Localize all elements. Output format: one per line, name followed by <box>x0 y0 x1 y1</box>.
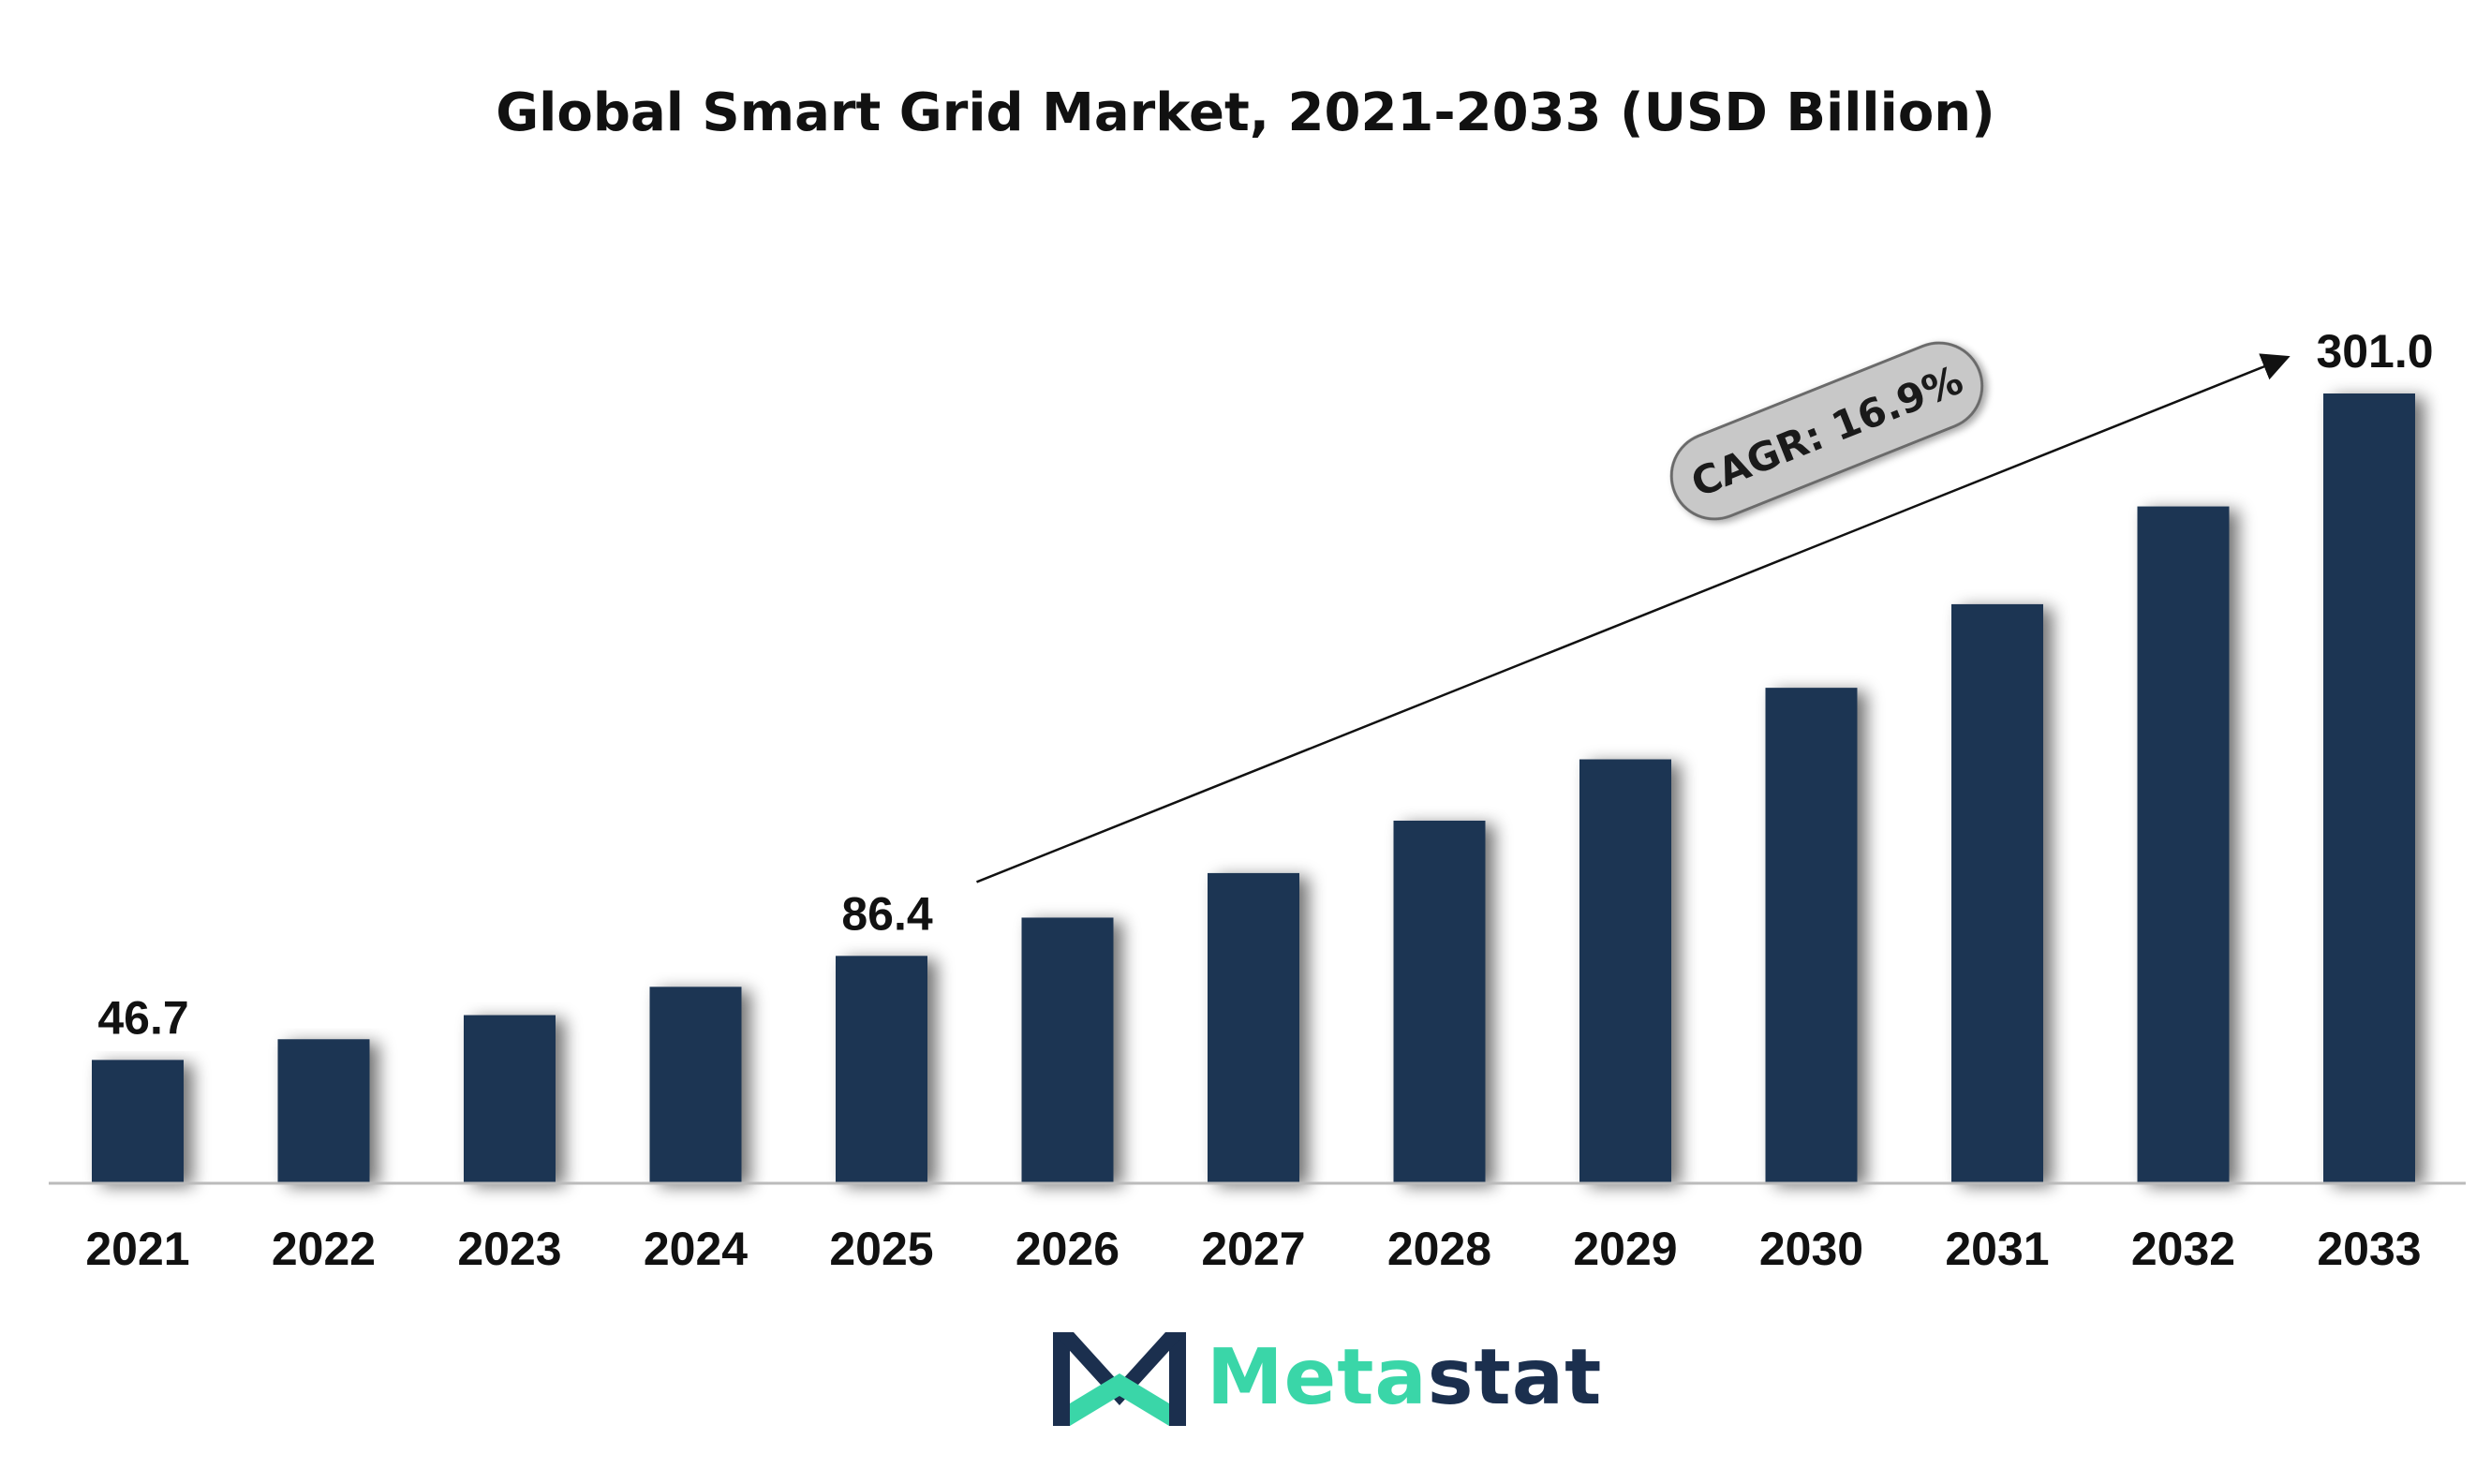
bar-2032 <box>2137 506 2230 1182</box>
x-tick-labels: 2021 2022 2023 2024 2025 2026 2027 2028 2029 2030… <box>85 1223 2421 1275</box>
x-tick-label-2023: 2023 <box>457 1223 561 1275</box>
bar-2022 <box>277 1039 370 1182</box>
x-tick-label-2030: 2030 <box>1759 1223 1863 1275</box>
bar-2030 <box>1765 688 1858 1182</box>
x-tick-label-2022: 2022 <box>272 1223 376 1275</box>
x-tick-label-2027: 2027 <box>1201 1223 1305 1275</box>
cagr-arrow <box>976 353 2291 883</box>
cagr-badge-background <box>1669 341 1984 521</box>
bar-2031 <box>1951 603 2043 1182</box>
x-tick-label-2025: 2025 <box>829 1223 933 1275</box>
x-tick-label-2033: 2033 <box>2317 1223 2421 1275</box>
data-label-2021: 46.7 <box>97 991 188 1044</box>
bar-2033 <box>2323 393 2415 1182</box>
bar-2027 <box>1208 872 1299 1182</box>
cagr-badge: CAGR: 16.9% <box>1669 341 1984 521</box>
x-tick-label-2032: 2032 <box>2131 1223 2235 1275</box>
bars-group <box>92 393 2415 1182</box>
x-tick-label-2029: 2029 <box>1573 1223 1677 1275</box>
chart-title: Global Smart Grid Market, 2021-2033 (USD… <box>496 82 1995 143</box>
x-tick-label-2026: 2026 <box>1016 1223 1119 1275</box>
bar-2025 <box>836 956 927 1182</box>
bar-2026 <box>1021 917 1114 1182</box>
x-tick-label-2028: 2028 <box>1387 1223 1491 1275</box>
logo-text-meta: Meta <box>1207 1332 1428 1422</box>
x-tick-label-2024: 2024 <box>644 1223 748 1275</box>
bar-2021 <box>92 1060 184 1182</box>
bar-2023 <box>464 1015 556 1182</box>
logo-text-stat: stat <box>1427 1332 1603 1422</box>
bar-2024 <box>649 987 742 1182</box>
data-label-2025: 86.4 <box>841 887 933 940</box>
data-label-2033: 301.0 <box>2316 325 2433 378</box>
metastat-logo: Metastat <box>1049 1321 1602 1433</box>
logo-wordmark: Metastat <box>1207 1333 1602 1422</box>
x-tick-label-2031: 2031 <box>1945 1223 2049 1275</box>
data-labels: 46.7 86.4 301.0 <box>97 325 2433 1044</box>
x-tick-label-2021: 2021 <box>85 1223 189 1275</box>
metastat-m-logo-icon <box>1053 1332 1186 1426</box>
bar-2028 <box>1393 820 1486 1182</box>
bar-2029 <box>1579 759 1671 1182</box>
